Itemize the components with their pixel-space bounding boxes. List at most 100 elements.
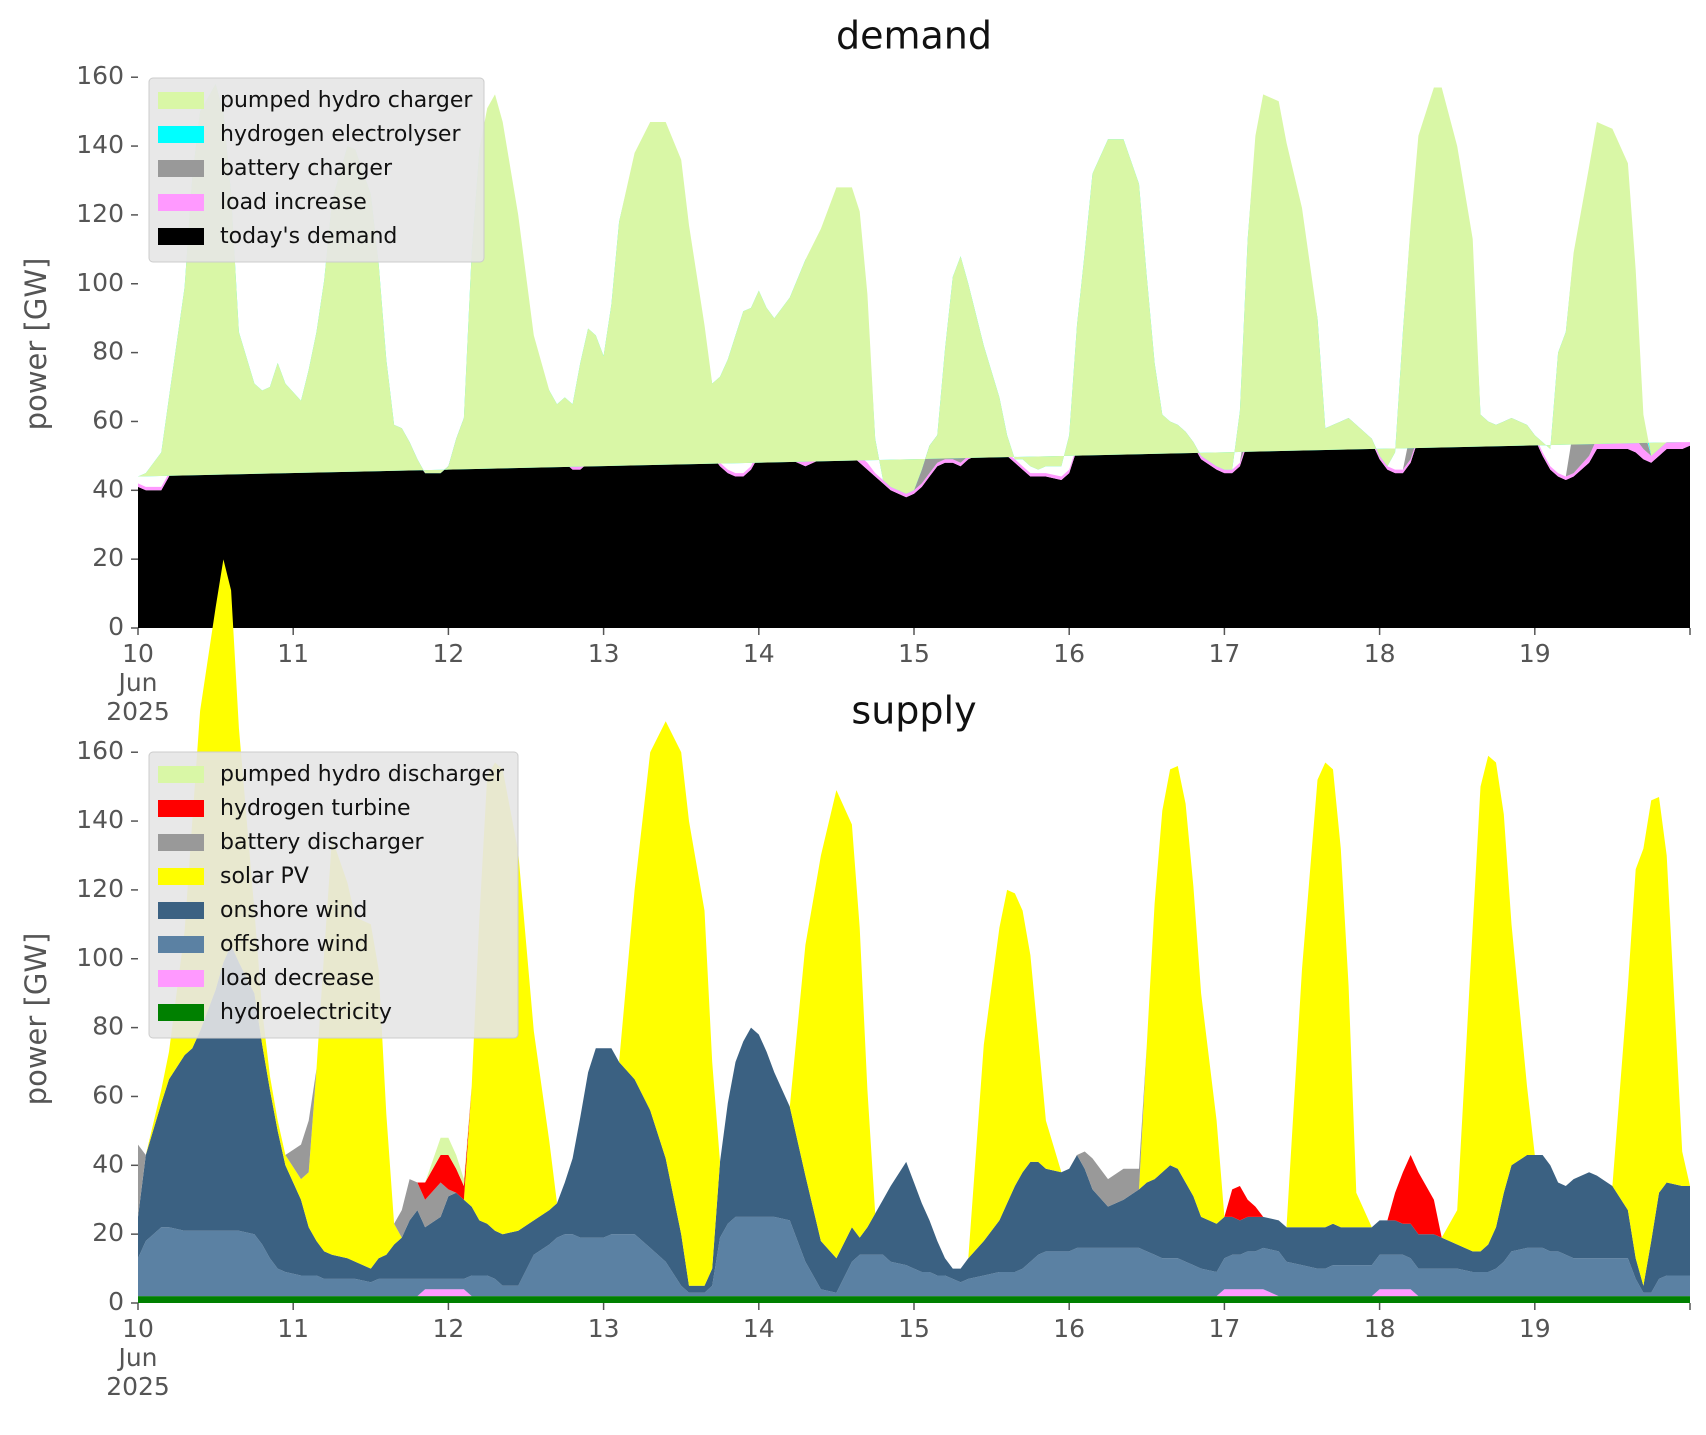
x-tick-label: 15 xyxy=(898,639,930,668)
x-tick-label: 11 xyxy=(277,639,309,668)
x-tick-sublabel: 2025 xyxy=(106,697,170,726)
area-layers xyxy=(138,84,1690,628)
legend: pumped hydro discharger hydrogen turbine b… xyxy=(148,751,519,1039)
area-layers xyxy=(138,559,1690,1303)
y-tick-label: 100 xyxy=(76,943,124,972)
chart-title: demand xyxy=(836,14,992,58)
legend-label: battery charger xyxy=(220,156,393,181)
legend-entry: offshore wind xyxy=(158,932,369,957)
x-tick-label: 12 xyxy=(432,1314,464,1343)
x-tick-sublabel: 2025 xyxy=(106,1372,170,1401)
legend-swatch xyxy=(158,800,204,817)
area-pumped-hydro-charger xyxy=(138,84,1683,494)
legend-swatch xyxy=(158,936,204,953)
chart-title: supply xyxy=(851,689,976,733)
legend-frame xyxy=(148,751,519,1039)
legend-entry: load decrease xyxy=(158,966,374,991)
y-tick-label: 80 xyxy=(92,1012,124,1041)
x-tick-label: 10 xyxy=(122,639,154,668)
demand-panel: demand 0 20 40 60 80 100 120 140 160 power [GW] 10 1… xyxy=(19,14,1691,726)
legend-label: onshore wind xyxy=(220,898,367,923)
area-onshore-wind xyxy=(138,945,1690,1293)
legend-label: offshore wind xyxy=(220,932,369,957)
x-tick-label: 16 xyxy=(1053,639,1085,668)
legend-label: today's demand xyxy=(220,224,397,249)
y-tick-label: 0 xyxy=(108,612,124,641)
legend-label: hydrogen turbine xyxy=(220,796,411,821)
legend-entry: load increase xyxy=(158,190,367,215)
legend-entry: hydroelectricity xyxy=(158,1000,392,1025)
legend-entry: today's demand xyxy=(158,224,397,249)
legend-entry: pumped hydro charger xyxy=(158,88,473,113)
y-tick-label: 80 xyxy=(92,337,124,366)
y-tick-label: 60 xyxy=(92,1080,124,1109)
y-tick-label: 160 xyxy=(76,61,124,90)
legend-label: pumped hydro discharger xyxy=(220,762,505,787)
legend-label: hydroelectricity xyxy=(220,1000,392,1025)
x-tick-label: 16 xyxy=(1053,1314,1085,1343)
legend-label: load decrease xyxy=(220,966,374,991)
y-tick-label: 0 xyxy=(108,1287,124,1316)
legend-label: hydrogen electrolyser xyxy=(220,122,461,147)
area-offshore-wind xyxy=(138,1216,1690,1297)
y-tick-label: 120 xyxy=(76,874,124,903)
x-tick-label: 14 xyxy=(743,639,775,668)
legend-label: load increase xyxy=(220,190,367,215)
x-tick-label: 14 xyxy=(743,1314,775,1343)
x-tick-label: 17 xyxy=(1208,1314,1240,1343)
area-load-decrease xyxy=(138,1289,1690,1297)
area-solar-pv xyxy=(138,559,1690,1286)
legend-entry: battery discharger xyxy=(158,830,425,855)
legend-label: solar PV xyxy=(220,864,309,889)
x-tick-label: 19 xyxy=(1519,1314,1551,1343)
x-tick-label: 19 xyxy=(1519,639,1551,668)
legend-swatch xyxy=(158,160,204,177)
legend: pumped hydro charger hydrogen electrolyse… xyxy=(148,77,485,263)
legend-swatch xyxy=(158,228,204,245)
legend-entry: hydrogen electrolyser xyxy=(158,122,461,147)
x-tick-sublabel: Jun xyxy=(116,1343,157,1372)
legend-entry: battery charger xyxy=(158,156,393,181)
legend-swatch xyxy=(158,834,204,851)
y-tick-label: 100 xyxy=(76,268,124,297)
legend-entry: pumped hydro discharger xyxy=(158,762,505,787)
x-tick-label: 18 xyxy=(1364,639,1396,668)
y-axis-label: power [GW] xyxy=(19,258,53,431)
y-tick-label: 120 xyxy=(76,199,124,228)
x-tick-label: 10 xyxy=(122,1314,154,1343)
y-tick-label: 140 xyxy=(76,805,124,834)
y-tick-label: 140 xyxy=(76,130,124,159)
legend-swatch xyxy=(158,902,204,919)
legend-frame xyxy=(148,77,485,263)
y-axis-label: power [GW] xyxy=(19,933,53,1106)
x-tick-label: 11 xyxy=(277,1314,309,1343)
x-tick-label: 15 xyxy=(898,1314,930,1343)
legend-swatch xyxy=(158,92,204,109)
x-tick-label: 13 xyxy=(588,639,620,668)
legend-swatch xyxy=(158,868,204,885)
legend-swatch xyxy=(158,1004,204,1021)
y-tick-label: 20 xyxy=(92,543,124,572)
y-tick-label: 40 xyxy=(92,1149,124,1178)
y-tick-label: 60 xyxy=(92,405,124,434)
legend-entry: hydrogen turbine xyxy=(158,796,411,821)
legend-swatch xyxy=(158,970,204,987)
y-tick-label: 20 xyxy=(92,1218,124,1247)
legend-entry: solar PV xyxy=(158,864,309,889)
x-tick-label: 13 xyxy=(588,1314,620,1343)
legend-swatch xyxy=(158,766,204,783)
x-tick-label: 17 xyxy=(1208,639,1240,668)
legend-swatch xyxy=(158,126,204,143)
y-tick-label: 160 xyxy=(76,736,124,765)
legend-label: pumped hydro charger xyxy=(220,88,473,113)
legend-entry: onshore wind xyxy=(158,898,367,923)
y-tick-label: 40 xyxy=(92,474,124,503)
x-tick-label: 18 xyxy=(1364,1314,1396,1343)
x-tick-label: 12 xyxy=(432,639,464,668)
legend-swatch xyxy=(158,194,204,211)
area-hydroelectricity xyxy=(138,1296,1690,1303)
legend-label: battery discharger xyxy=(220,830,425,855)
